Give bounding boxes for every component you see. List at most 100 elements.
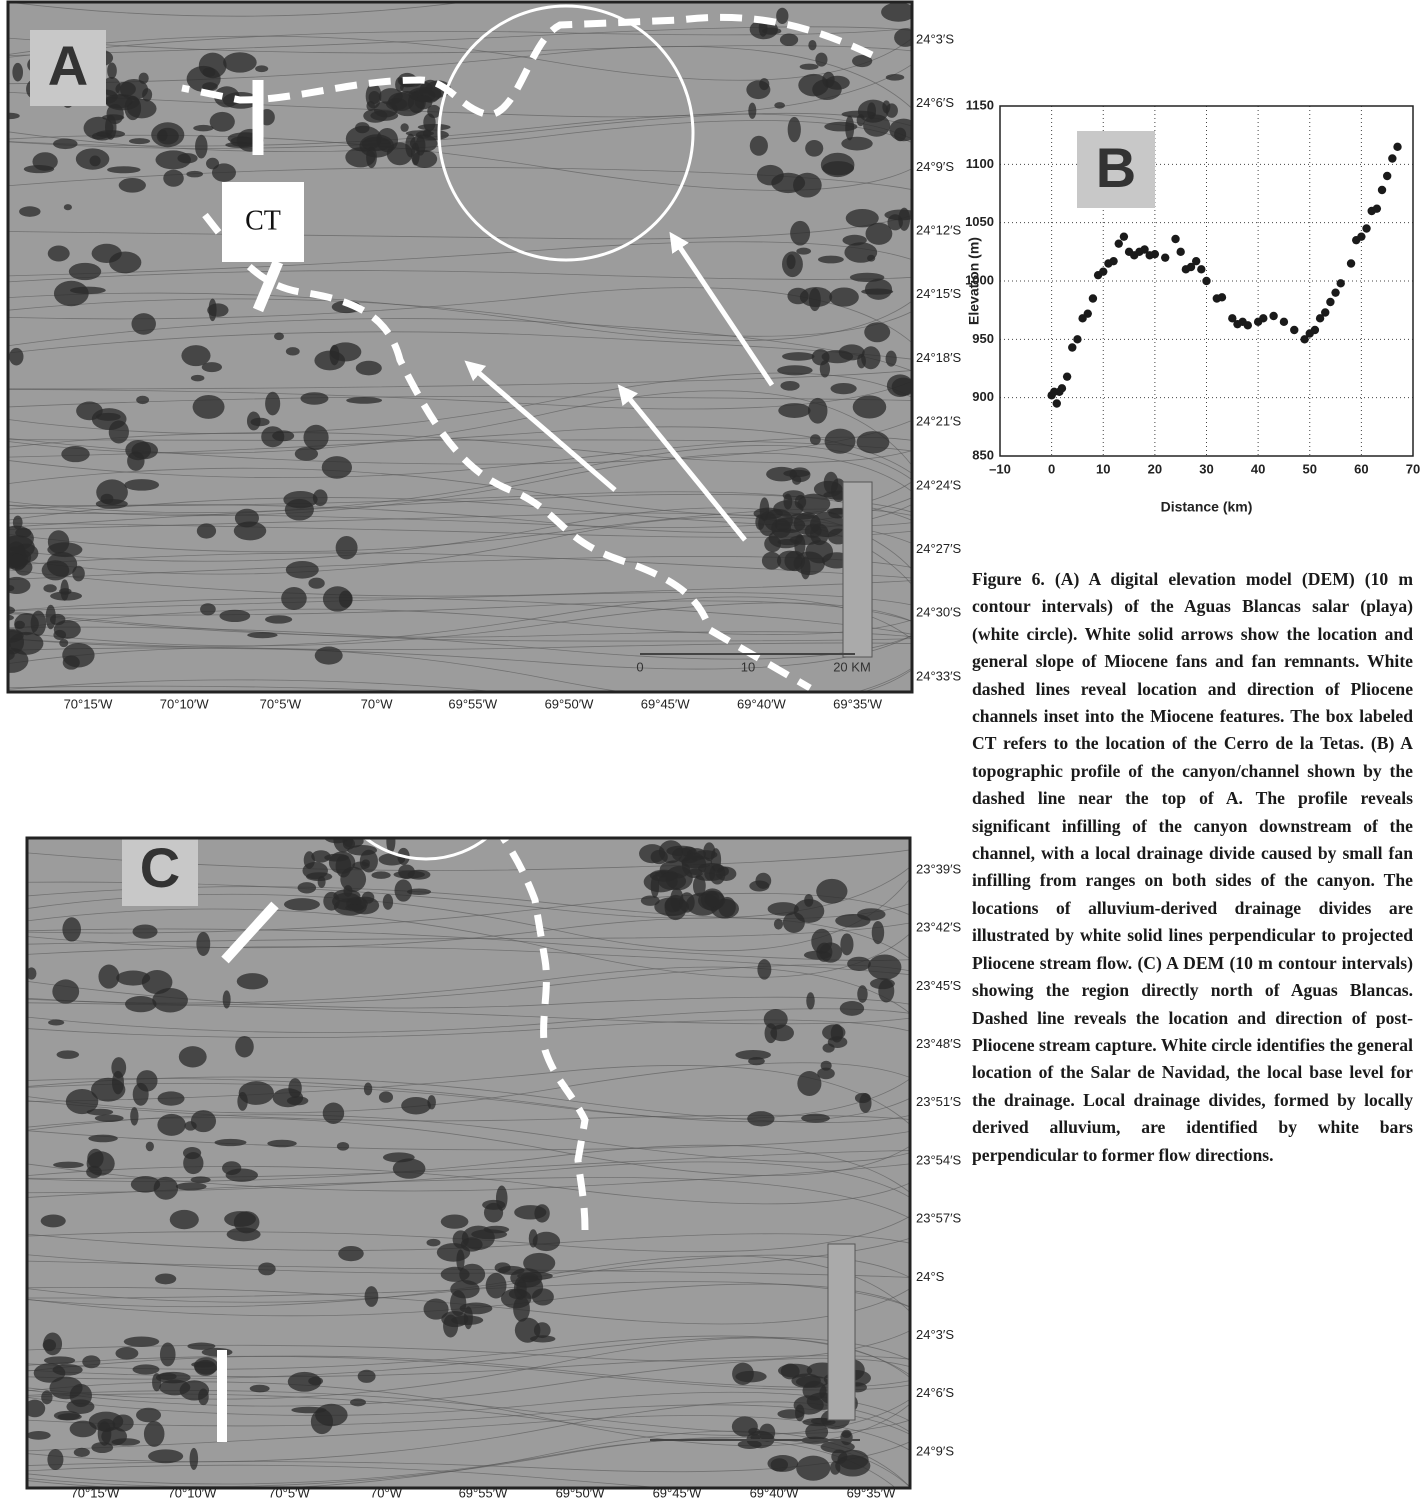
terrain-patch bbox=[14, 621, 25, 629]
terrain-patch bbox=[835, 914, 870, 928]
terrain-patch bbox=[52, 979, 79, 1003]
terrain-patch bbox=[783, 490, 805, 500]
terrain-patch bbox=[346, 397, 382, 404]
data-point bbox=[1347, 259, 1355, 267]
terrain-patch bbox=[124, 479, 159, 491]
terrain-patch bbox=[98, 965, 119, 989]
terrain-patch bbox=[771, 518, 791, 538]
x-tick-label: 30 bbox=[1199, 461, 1213, 476]
terrain-patch bbox=[343, 885, 352, 897]
lat-label: 24°12′S bbox=[916, 223, 962, 238]
terrain-patch bbox=[450, 1280, 479, 1298]
terrain-patch bbox=[641, 896, 660, 906]
terrain-patch bbox=[407, 822, 416, 840]
data-point bbox=[1383, 172, 1391, 180]
x-tick-label: 20 bbox=[1148, 461, 1162, 476]
terrain-patch bbox=[198, 1389, 209, 1406]
terrain-patch bbox=[865, 279, 892, 300]
data-point bbox=[1202, 277, 1210, 285]
terrain-patch bbox=[224, 1211, 256, 1227]
terrain-patch bbox=[27, 1431, 51, 1440]
terrain-patch bbox=[152, 988, 188, 1012]
terrain-patch bbox=[9, 348, 23, 366]
terrain-patch bbox=[679, 892, 695, 912]
terrain-patch bbox=[170, 1210, 199, 1229]
lat-label: 24°15′S bbox=[916, 286, 962, 301]
terrain-patch bbox=[158, 130, 167, 142]
terrain-patch bbox=[801, 557, 811, 580]
terrain-patch bbox=[191, 1110, 216, 1132]
data-point bbox=[1068, 343, 1076, 351]
terrain-patch bbox=[386, 98, 407, 110]
terrain-patch bbox=[227, 1227, 261, 1241]
terrain-patch bbox=[363, 109, 387, 123]
terrain-patch bbox=[788, 117, 801, 142]
terrain-patch bbox=[791, 513, 815, 519]
terrain-patch bbox=[365, 1286, 379, 1307]
lon-label: 69°55′W bbox=[448, 696, 498, 711]
terrain-patch bbox=[130, 1107, 138, 1125]
terrain-patch bbox=[54, 281, 89, 307]
terrain-patch bbox=[746, 80, 770, 99]
terrain-patch bbox=[223, 52, 257, 72]
terrain-patch bbox=[284, 898, 320, 911]
terrain-patch bbox=[855, 1093, 871, 1103]
lat-label: 23°57′S bbox=[916, 1211, 962, 1226]
data-point bbox=[1053, 399, 1061, 407]
terrain-patch bbox=[323, 892, 339, 911]
terrain-patch bbox=[311, 850, 330, 862]
terrain-patch bbox=[193, 125, 213, 131]
terrain-patch bbox=[815, 53, 827, 67]
terrain-patch bbox=[887, 374, 913, 397]
terrain-patch bbox=[133, 1364, 160, 1374]
terrain-patch bbox=[119, 178, 146, 193]
terrain-patch bbox=[840, 1001, 864, 1016]
terrain-patch bbox=[840, 933, 853, 955]
terrain-patch bbox=[749, 881, 769, 892]
terrain-patch bbox=[323, 1103, 344, 1124]
terrain-patch bbox=[822, 350, 854, 363]
terrain-patch bbox=[53, 1162, 84, 1168]
terrain-patch bbox=[210, 112, 235, 132]
terrain-patch bbox=[190, 1448, 199, 1470]
terrain-patch bbox=[151, 122, 184, 147]
data-point bbox=[1099, 267, 1107, 275]
lon-label: 70°5′W bbox=[268, 1485, 310, 1500]
data-point bbox=[1331, 288, 1339, 296]
x-tick-label: 10 bbox=[1096, 461, 1110, 476]
terrain-patch bbox=[53, 1364, 83, 1375]
terrain-patch bbox=[136, 396, 149, 404]
terrain-patch bbox=[362, 892, 374, 904]
data-point bbox=[1290, 326, 1298, 334]
lon-label: 69°45′W bbox=[641, 696, 691, 711]
terrain-patch bbox=[125, 996, 157, 1012]
terrain-patch bbox=[215, 1139, 247, 1146]
terrain-patch bbox=[272, 430, 294, 441]
terrain-patch bbox=[183, 1147, 201, 1159]
terrain-patch bbox=[764, 536, 781, 553]
terrain-patch bbox=[191, 1176, 211, 1183]
terrain-patch bbox=[120, 79, 148, 100]
ct-label: CT bbox=[245, 205, 281, 236]
terrain-patch bbox=[1, 113, 20, 119]
terrain-patch bbox=[76, 148, 110, 169]
terrain-patch bbox=[43, 1333, 62, 1356]
terrain-patch bbox=[898, 208, 910, 231]
terrain-patch bbox=[88, 1135, 118, 1143]
terrain-patch bbox=[48, 246, 70, 262]
terrain-patch bbox=[322, 456, 352, 479]
terrain-patch bbox=[133, 924, 158, 938]
terrain-patch bbox=[768, 902, 799, 916]
terrain-patch bbox=[770, 1025, 794, 1042]
terrain-patch bbox=[515, 1318, 541, 1343]
terrain-patch bbox=[12, 63, 23, 82]
data-point bbox=[1362, 224, 1370, 232]
terrain-patch bbox=[750, 136, 768, 156]
terrain-patch bbox=[187, 1343, 215, 1350]
terrain-patch bbox=[31, 611, 46, 637]
terrain-patch bbox=[314, 351, 345, 371]
terrain-patch bbox=[250, 1385, 270, 1393]
lat-label: 24°6′S bbox=[916, 95, 954, 110]
lat-label: 24°21′S bbox=[916, 414, 962, 429]
terrain-patch bbox=[804, 894, 813, 907]
